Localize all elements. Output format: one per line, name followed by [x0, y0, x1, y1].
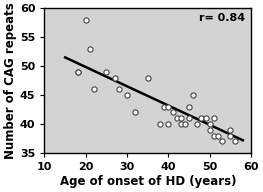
Point: [166, 122, 170, 126]
Point: [191, 94, 195, 97]
Point: [104, 70, 109, 74]
Point: [228, 134, 232, 137]
Point: [146, 76, 150, 79]
Point: [162, 105, 166, 108]
Y-axis label: Number of CAG repeats: Number of CAG repeats: [4, 2, 17, 159]
Point: [75, 70, 80, 74]
Point: [166, 105, 170, 108]
Point: [195, 122, 199, 126]
Point: [232, 140, 237, 143]
Point: [183, 122, 187, 126]
Point: [187, 105, 191, 108]
Point: [92, 88, 96, 91]
Point: [199, 117, 204, 120]
Point: [212, 117, 216, 120]
Point: [179, 117, 183, 120]
Point: [113, 76, 117, 79]
Point: [175, 117, 179, 120]
Point: [170, 111, 175, 114]
Point: [187, 117, 191, 120]
Text: r= 0.84: r= 0.84: [199, 12, 245, 22]
Point: [88, 47, 92, 50]
Point: [133, 111, 138, 114]
X-axis label: Age of onset of HD (years): Age of onset of HD (years): [59, 175, 236, 188]
Point: [228, 128, 232, 131]
Point: [125, 94, 129, 97]
Point: [75, 70, 80, 74]
Point: [117, 88, 121, 91]
Point: [179, 122, 183, 126]
Point: [208, 122, 212, 126]
Point: [212, 134, 216, 137]
Point: [84, 18, 88, 21]
Point: [158, 122, 162, 126]
Point: [216, 134, 220, 137]
Point: [204, 117, 208, 120]
Point: [208, 128, 212, 131]
Point: [220, 140, 224, 143]
